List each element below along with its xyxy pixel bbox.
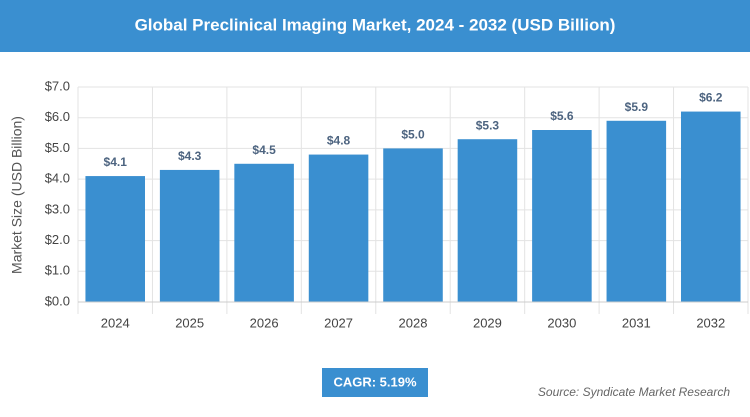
value-label: $5.3 — [476, 118, 500, 132]
value-label: $4.1 — [104, 155, 128, 169]
cagr-label: CAGR: 5.19% — [333, 374, 417, 389]
source-note: Source: Syndicate Market Research — [538, 385, 730, 399]
x-tick-label: 2032 — [696, 315, 725, 330]
y-tick-label: $5.0 — [45, 140, 70, 155]
bar — [383, 148, 443, 302]
title-bar — [0, 0, 750, 52]
value-label: $4.3 — [178, 149, 202, 163]
bar — [457, 139, 518, 302]
y-tick-label: $1.0 — [45, 263, 70, 278]
x-tick-label: 2024 — [101, 315, 130, 330]
x-tick-label: 2026 — [250, 315, 279, 330]
x-tick-label: 2029 — [473, 315, 502, 330]
bar — [681, 111, 741, 302]
x-tick-label: 2028 — [399, 315, 428, 330]
value-label: $5.6 — [550, 109, 574, 123]
y-tick-label: $7.0 — [45, 78, 70, 93]
x-tick-label: 2025 — [175, 315, 204, 330]
bar — [159, 169, 220, 302]
bar — [308, 154, 369, 302]
value-label: $4.5 — [252, 143, 276, 157]
bar — [532, 130, 592, 302]
y-tick-label: $0.0 — [45, 293, 70, 308]
value-label: $5.9 — [625, 100, 649, 114]
bar — [606, 120, 667, 303]
value-label: $4.8 — [327, 134, 351, 148]
y-tick-label: $4.0 — [45, 171, 70, 186]
x-tick-label: 2031 — [622, 315, 651, 330]
x-tick-label: 2030 — [547, 315, 576, 330]
value-label: $6.2 — [699, 91, 723, 105]
x-tick-label: 2027 — [324, 315, 353, 330]
value-label: $5.0 — [401, 128, 425, 142]
chart-title: Global Preclinical Imaging Market, 2024 … — [135, 15, 616, 34]
bar — [85, 176, 145, 302]
cagr-box — [322, 368, 428, 397]
y-axis-label: Market Size (USD Billion) — [9, 116, 25, 274]
y-tick-label: $3.0 — [45, 201, 70, 216]
y-tick-label: $6.0 — [45, 109, 70, 124]
y-tick-label: $2.0 — [45, 232, 70, 247]
bar — [234, 163, 294, 302]
